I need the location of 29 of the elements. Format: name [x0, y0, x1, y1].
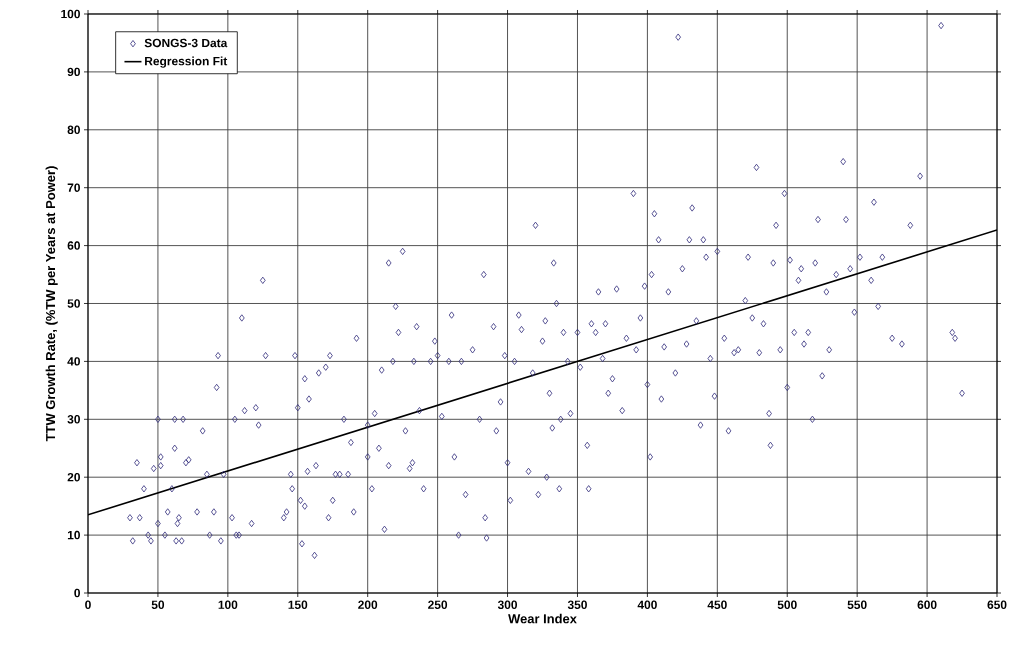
x-tick-label: 400 — [637, 600, 657, 609]
y-tick-label: 80 — [67, 125, 80, 135]
y-axis-title: TTW Growth Rate, (%TW per Years at Power) — [45, 166, 58, 442]
y-tick-label: 50 — [67, 299, 80, 308]
y-tick-label: 90 — [67, 67, 80, 77]
y-tick-label: 60 — [67, 241, 80, 250]
x-tick-label: 650 — [987, 600, 1007, 609]
x-tick-label: 300 — [497, 600, 518, 610]
x-tick-label: 0 — [85, 600, 91, 609]
y-tick-label: 20 — [67, 472, 80, 482]
x-tick-label: 200 — [358, 600, 378, 609]
x-tick-label: 350 — [567, 600, 587, 610]
x-axis-title: Wear Index — [508, 613, 577, 624]
x-tick-label: 250 — [428, 600, 448, 609]
x-tick-label: 50 — [151, 600, 165, 609]
x-tick-label: 600 — [917, 600, 937, 609]
legend-label: Regression Fit — [145, 56, 228, 68]
legend-label: SONGS-3 Data — [144, 38, 228, 48]
y-tick-label: 30 — [67, 415, 80, 424]
y-tick-label: 10 — [67, 530, 80, 540]
y-tick-label: 100 — [61, 9, 80, 19]
x-tick-label: 500 — [777, 600, 797, 609]
x-tick-label: 550 — [847, 600, 867, 609]
y-tick-label: 70 — [67, 183, 80, 192]
x-tick-label: 100 — [218, 600, 238, 609]
x-tick-label: 150 — [288, 600, 308, 609]
x-tick-label: 450 — [707, 600, 727, 609]
y-tick-label: 40 — [67, 357, 80, 366]
y-tick-label: 0 — [74, 588, 80, 598]
